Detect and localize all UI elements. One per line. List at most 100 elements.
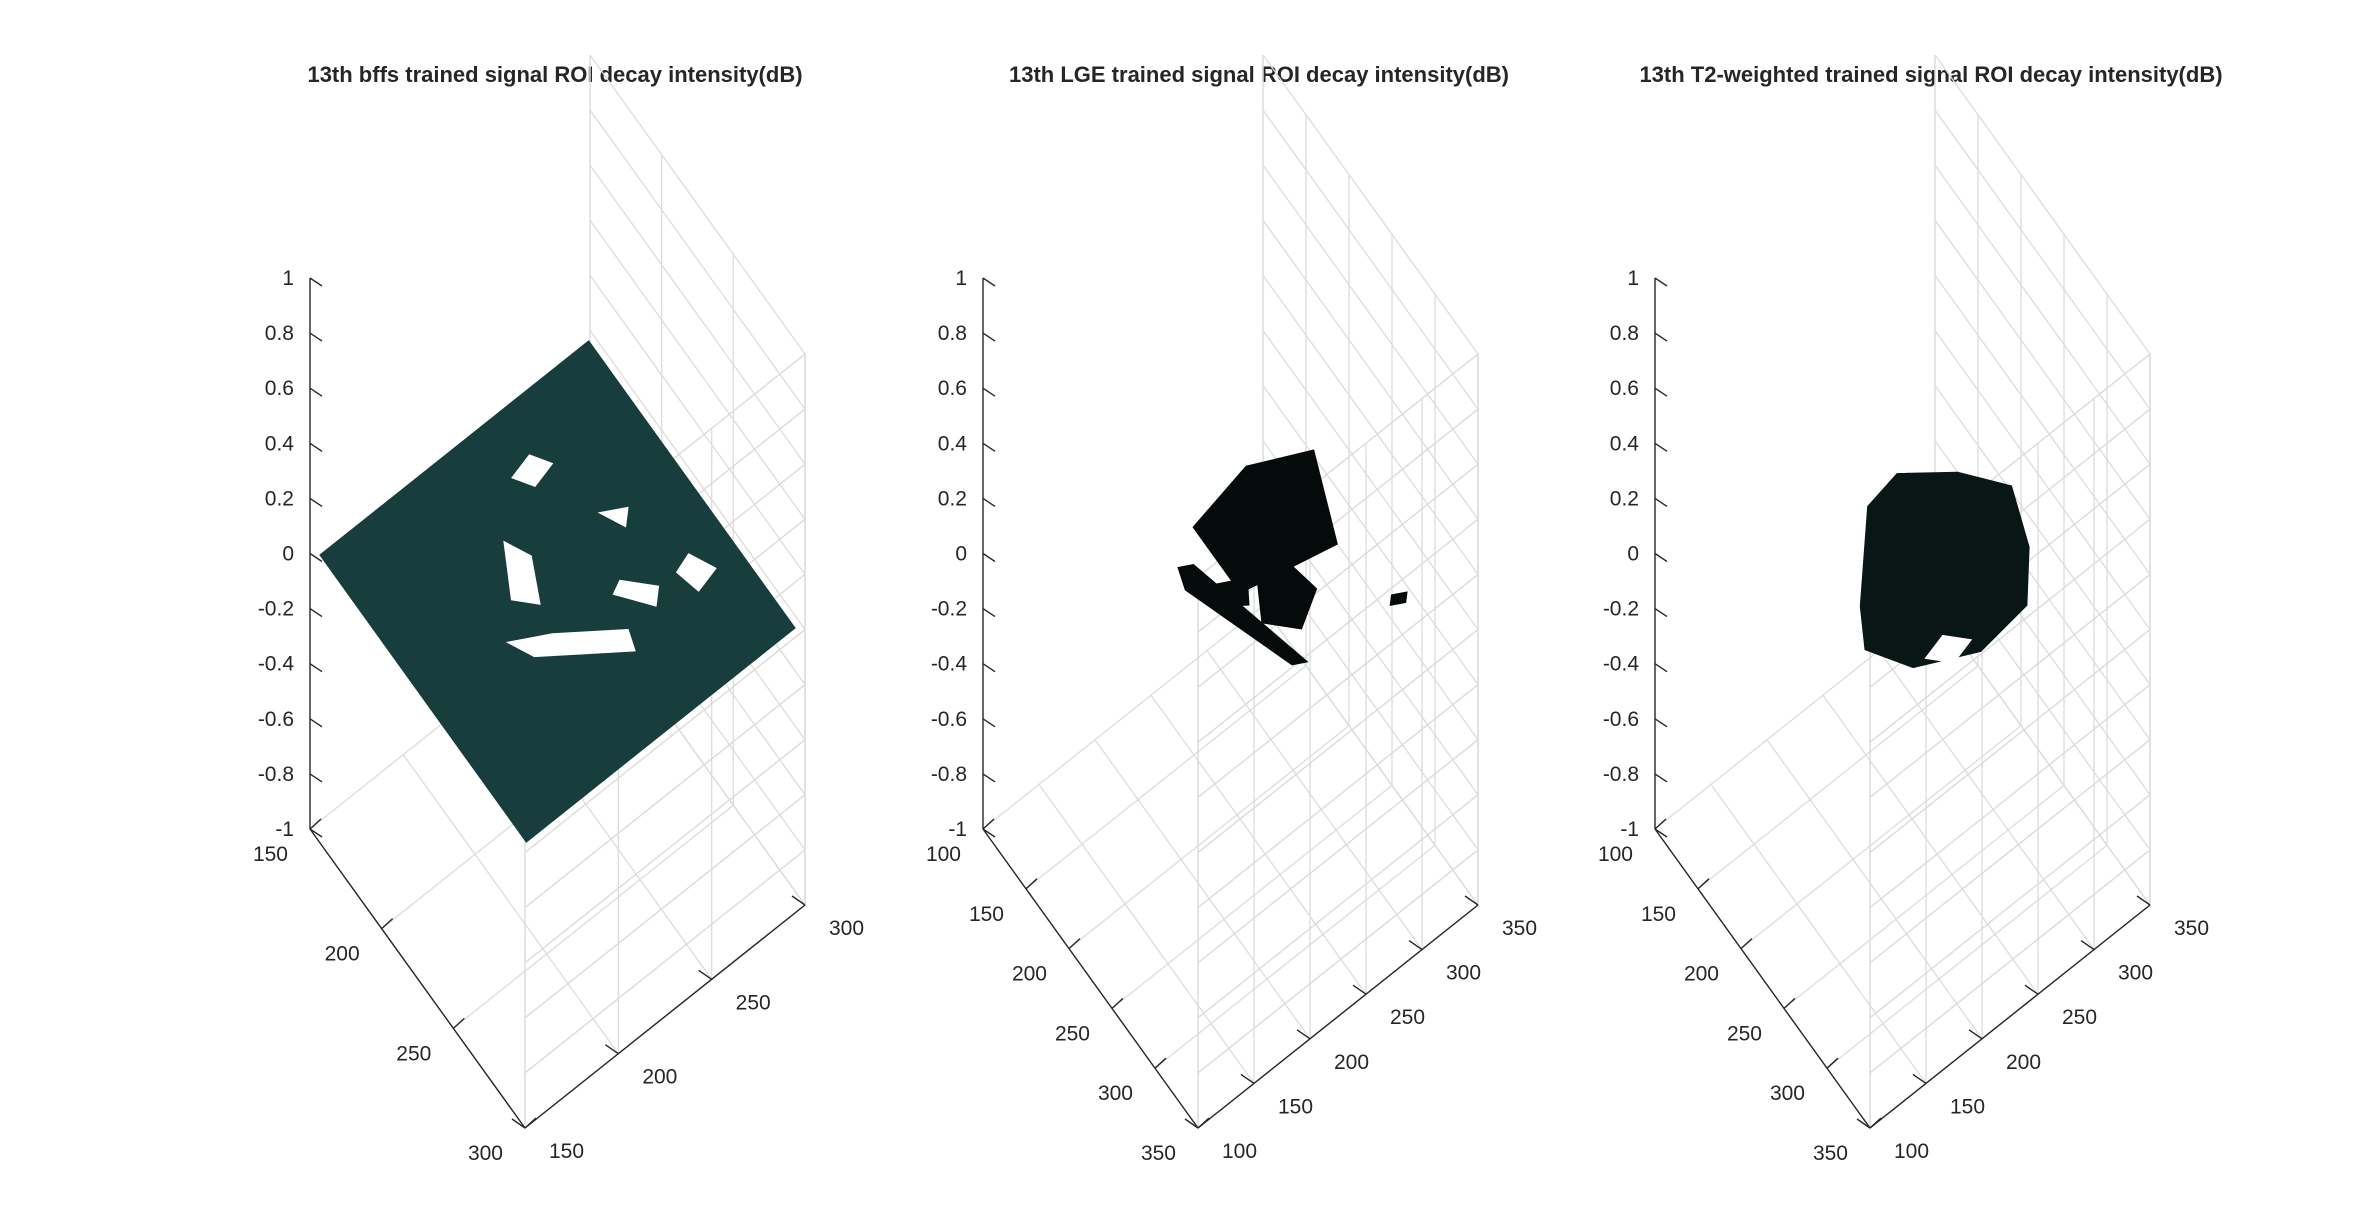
z-tick-label: -0.4 [258,653,295,676]
y-tick-mark [1240,1073,1255,1084]
x-axis-line [309,828,526,1129]
y-tick-label: 150 [549,1140,584,1163]
z-tick-mark [982,387,996,397]
z-tick-label: 1 [282,267,294,290]
x-tick-label: 150 [253,843,288,866]
z-tick-mark [309,773,323,783]
chart-title: 13th T2-weighted trained signal ROI deca… [1639,62,2222,87]
gridline-z [1197,849,1479,1074]
x-tick-mark [524,1117,537,1129]
z-tick-mark [1654,552,1668,563]
y-tick-mark [604,1044,619,1055]
z-tick-mark [982,718,996,728]
z-tick-mark [309,387,323,397]
z-tick-mark [309,552,323,563]
y-tick-mark [2080,940,2095,951]
z-tick-label: 0.8 [938,322,967,345]
z-tick-mark [1654,442,1668,452]
z-tick-mark [309,332,323,342]
gridline-z [1869,628,2151,854]
y-tick-label: 150 [1950,1095,1985,1118]
z-tick-mark [309,718,323,728]
y-tick-label: 350 [2174,917,2209,940]
z-tick-label: 0.4 [265,432,295,455]
panel-bffs: 13th bffs trained signal ROI decay inten… [253,54,864,1165]
gridline-z [1869,573,2151,798]
x-tick-label: 250 [1055,1022,1090,1045]
surface-plot [1859,471,2030,669]
x-tick-mark [1197,1117,1210,1129]
z-tick-mark [982,552,996,563]
gridline-z [1197,794,1479,1019]
x-tick-mark [1154,1057,1167,1069]
z-tick-label: 0.8 [265,322,294,345]
z-tick-mark [1654,718,1668,728]
x-tick-label: 300 [468,1142,503,1165]
z-tick-label: 1 [1627,267,1639,290]
z-tick-label: -0.8 [1603,763,1639,786]
z-tick-mark [982,277,996,287]
x-axis-line [982,828,1199,1129]
panel-t2-weighted: 13th T2-weighted trained signal ROI deca… [1598,54,2223,1165]
x-tick-mark [1869,1117,1882,1129]
gridline-z [1869,684,2151,909]
chart-title: 13th LGE trained signal ROI decay intens… [1009,62,1509,87]
x-tick-mark [1783,997,1796,1009]
z-tick-mark [309,277,323,287]
z-tick-label: 0.6 [1610,377,1639,400]
z-tick-label: -0.2 [258,598,294,621]
z-tick-label: -0.6 [1603,708,1639,731]
x-tick-label: 250 [1727,1022,1762,1045]
z-tick-label: -0.6 [931,708,967,731]
z-tick-label: 0.6 [938,377,967,400]
y-axis-line [1869,904,2151,1129]
surface-region [1389,591,1408,607]
z-tick-mark [309,663,323,673]
y-tick-mark [2024,984,2039,995]
z-tick-label: 0.2 [1610,487,1639,510]
y-tick-mark [791,895,806,906]
chart-title: 13th bffs trained signal ROI decay inten… [307,62,802,87]
x-tick-mark [1068,938,1081,950]
z-tick-mark [982,442,996,452]
gridline-z [524,794,806,1019]
surface-plot [1177,449,1408,666]
y-tick-mark [1968,1029,1983,1040]
y-tick-mark [511,1118,526,1129]
x-tick-label: 100 [1598,843,1633,866]
z-tick-mark [982,773,996,783]
z-tick-mark [1654,497,1668,507]
z-tick-mark [982,663,996,673]
surface-void [505,629,636,658]
z-tick-label: -1 [275,818,294,841]
gridline-z [1869,794,2151,1019]
surface-region [319,340,796,843]
gridline-z [1197,463,1479,688]
x-axis-line [1654,828,1871,1129]
x-tick-label: 200 [1012,963,1047,986]
y-tick-mark [1408,940,1423,951]
z-tick-mark [1654,663,1668,673]
x-tick-mark [1826,1057,1839,1069]
x-tick-label: 250 [396,1042,431,1065]
y-tick-label: 250 [736,991,771,1014]
y-tick-mark [1912,1073,1927,1084]
gridline-z [1869,518,2151,743]
z-tick-label: 1 [955,267,967,290]
y-tick-mark [1464,895,1479,906]
surface-void [1924,634,1973,664]
z-tick-label: 0.8 [1610,322,1639,345]
axes: -1 -0.8 -0.6 -0.4 -0.2 0 0.2 0.4 0.6 0.8 1 100 150 20… [1598,267,2209,1165]
x-tick-mark [1654,818,1667,830]
surface-region [1177,563,1309,666]
y-tick-label: 250 [1390,1006,1425,1029]
z-tick-mark [1654,608,1668,618]
z-tick-mark [309,442,323,452]
gridline-z [1869,849,2151,1074]
z-tick-label: -0.2 [1603,598,1639,621]
z-tick-label: -1 [948,818,967,841]
surface-void [675,553,717,592]
z-tick-mark [1654,828,1668,838]
y-tick-label: 250 [2062,1006,2097,1029]
z-tick-label: 0.4 [938,432,968,455]
